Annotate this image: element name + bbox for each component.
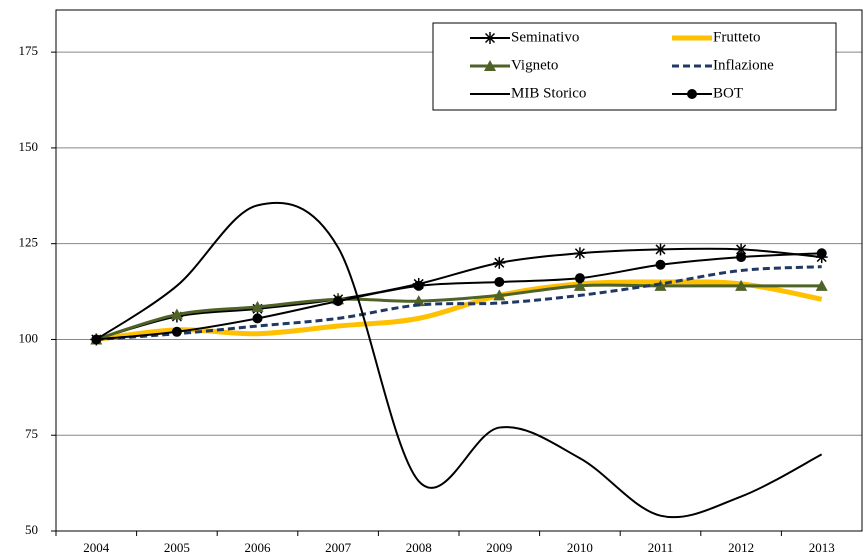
marker — [816, 248, 827, 259]
x-tick-label: 2006 — [245, 540, 272, 555]
marker — [91, 334, 102, 345]
y-tick-label: 125 — [19, 235, 39, 250]
x-tick-label: 2005 — [164, 540, 190, 555]
y-tick-label: 175 — [19, 43, 39, 58]
marker-stroke — [736, 244, 747, 255]
marker — [494, 276, 505, 287]
marker — [735, 279, 748, 291]
marker — [484, 32, 496, 44]
y-tick-label: 150 — [19, 139, 39, 154]
x-tick-label: 2010 — [567, 540, 593, 555]
marker-stroke — [484, 32, 496, 44]
legend-label: Inflazione — [713, 57, 774, 73]
series-line — [96, 247, 822, 341]
x-tick-label: 2008 — [406, 540, 432, 555]
series-line — [96, 252, 822, 341]
marker — [252, 313, 263, 324]
legend-label: BOT — [713, 85, 743, 101]
marker — [333, 296, 344, 307]
x-tick-label: 2004 — [83, 540, 110, 555]
marker — [493, 256, 506, 269]
series-line — [95, 201, 823, 519]
y-tick-label: 75 — [25, 426, 38, 441]
marker — [412, 295, 425, 307]
marker — [736, 252, 747, 263]
series-line — [95, 283, 822, 341]
marker — [251, 300, 264, 312]
series-line — [96, 265, 822, 341]
marker — [573, 247, 586, 260]
series-line — [96, 279, 823, 342]
marker-stroke — [574, 248, 585, 259]
marker — [687, 89, 697, 99]
legend-label: Seminativo — [511, 29, 579, 45]
marker-stroke — [655, 244, 666, 255]
legend-label: Frutteto — [713, 29, 761, 45]
marker — [493, 289, 506, 301]
marker — [735, 243, 748, 256]
legend-label: Vigneto — [511, 57, 558, 73]
marker — [413, 280, 424, 291]
x-tick-label: 2007 — [325, 540, 352, 555]
marker — [484, 60, 496, 71]
x-tick-label: 2011 — [648, 540, 674, 555]
marker-stroke — [494, 257, 505, 268]
marker — [815, 279, 828, 291]
marker — [574, 273, 585, 284]
legend-label: MIB Storico — [511, 85, 586, 101]
x-tick-label: 2012 — [728, 540, 754, 555]
y-tick-label: 50 — [25, 522, 38, 537]
x-tick-label: 2009 — [486, 540, 512, 555]
marker — [170, 308, 183, 320]
marker — [655, 259, 666, 270]
marker — [573, 279, 586, 291]
marker — [654, 243, 667, 256]
x-tick-label: 2013 — [809, 540, 835, 555]
marker — [171, 326, 182, 337]
y-tick-label: 100 — [19, 330, 39, 345]
legend: Seminativo Frutteto Vigneto Inflazione MIB S… — [432, 22, 837, 111]
